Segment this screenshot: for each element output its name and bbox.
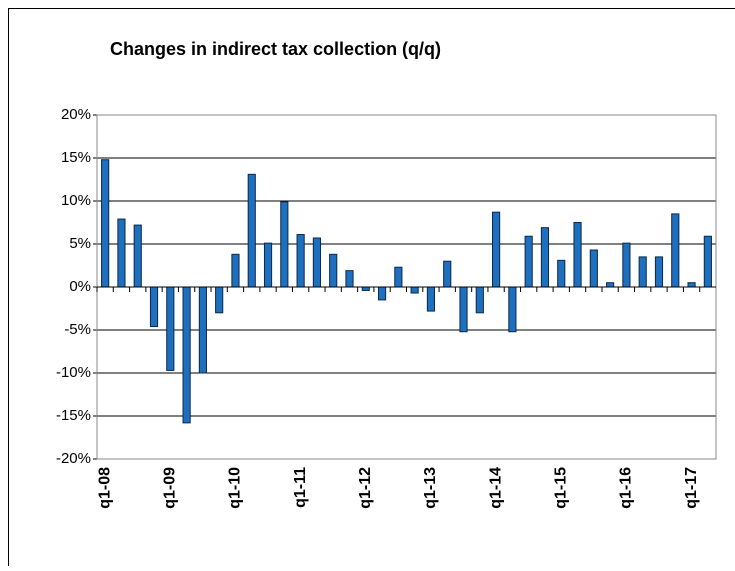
bar [216,287,223,313]
x-tick-label: q1-12 [357,467,374,509]
bar [590,250,597,287]
x-tick-label: q1-16 [618,467,635,509]
y-tick-label: -20% [56,450,91,467]
bar [558,260,565,287]
y-tick-label: 15% [61,149,91,166]
x-tick-label: q1-17 [683,467,700,509]
bar [102,160,109,287]
y-tick-label: 5% [69,235,91,252]
bar [134,225,141,287]
y-tick-label: -10% [56,364,91,381]
x-tick-label: q1-14 [487,467,504,509]
bar [411,287,418,293]
bar [509,287,516,332]
bar [330,254,337,287]
bar [248,174,255,287]
x-tick-label: q1-10 [227,467,244,509]
bar [118,219,125,287]
bar [313,238,320,287]
bar [688,283,695,287]
bar [607,283,614,287]
bar [541,228,548,287]
y-tick-label: 10% [61,192,91,209]
bar [378,287,385,300]
bar [639,257,646,287]
bar [493,212,500,287]
bar [297,235,304,287]
bar [525,236,532,287]
y-tick-label: 20% [61,106,91,123]
bar [183,287,190,423]
bar [655,257,662,287]
y-tick-label: -5% [64,321,91,338]
y-tick-label: 0% [69,278,91,295]
bar [264,243,271,287]
bar [167,287,174,370]
bar [395,267,402,287]
x-tick-label: q1-09 [162,467,179,509]
x-tick-label: q1-15 [552,467,569,509]
bar [362,287,369,290]
bar [476,287,483,313]
x-tick-label: q1-11 [292,467,309,508]
chart-title: Changes in indirect tax collection (q/q) [110,39,441,59]
bar [444,261,451,287]
bar [574,223,581,288]
bar [232,254,239,287]
bar [346,271,353,287]
bar [427,287,434,311]
bar [199,287,206,373]
bar [460,287,467,332]
bar [150,287,157,327]
y-tick-label: -15% [56,407,91,424]
bar [281,202,288,287]
bar [623,243,630,287]
x-tick-label: q1-13 [422,467,439,509]
bar [704,236,711,287]
x-tick-label: q1-08 [96,467,113,509]
bar [672,214,679,287]
